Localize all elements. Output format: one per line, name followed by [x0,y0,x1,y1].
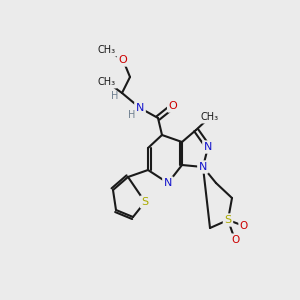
Text: N: N [136,103,144,113]
Text: CH₃: CH₃ [98,77,116,87]
Text: O: O [231,235,239,245]
Text: CH₃: CH₃ [98,45,116,55]
Text: N: N [164,178,172,188]
Text: H: H [111,91,119,101]
Text: N: N [199,162,207,172]
Text: O: O [169,101,177,111]
Text: N: N [204,142,212,152]
Text: H: H [128,110,136,120]
Text: O: O [240,221,248,231]
Text: methoxy: methoxy [0,299,1,300]
Text: O: O [118,55,127,65]
Text: CH₃: CH₃ [201,112,219,122]
Text: S: S [141,197,148,207]
Text: S: S [224,215,232,225]
